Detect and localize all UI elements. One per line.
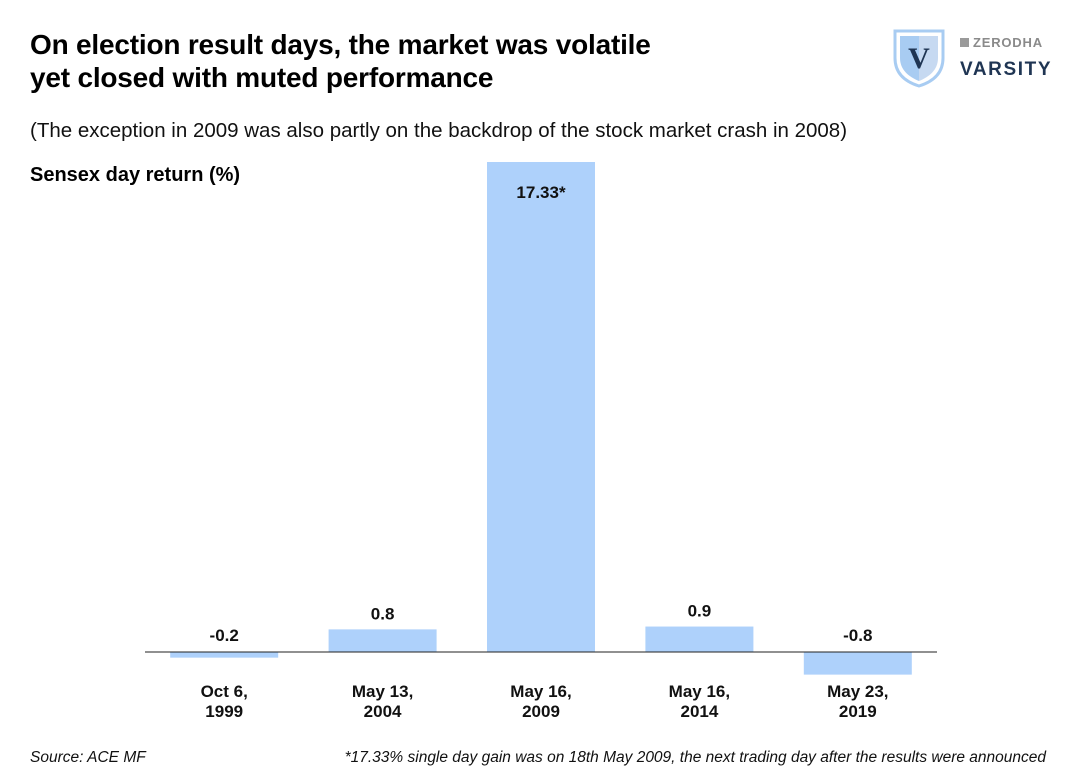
x-tick-label-4-0: May 23,	[827, 682, 888, 701]
bar-1	[328, 629, 437, 652]
x-tick-label-4-1: 2019	[839, 702, 877, 721]
chart-title: On election result days, the market was …	[30, 28, 810, 94]
chart-title-line-1: On election result days, the market was …	[30, 29, 651, 60]
zerodha-text: ZERODHA	[973, 35, 1043, 50]
data-label-1: 0.8	[371, 604, 395, 623]
x-tick-label-1-0: May 13,	[352, 682, 413, 701]
zerodha-mark-icon	[960, 38, 969, 47]
x-tick-label-0-1: 1999	[205, 702, 243, 721]
shield-letter: V	[908, 42, 930, 75]
x-tick-label-3-0: May 16,	[669, 682, 730, 701]
x-tick-label-2-0: May 16,	[510, 682, 571, 701]
zerodha-wordmark: ZERODHA	[960, 36, 1043, 50]
varsity-wordmark: VARSITY	[960, 59, 1053, 80]
footnote: *17.33% single day gain was on 18th May …	[344, 749, 1046, 766]
x-tick-label-3-1: 2014	[680, 702, 718, 721]
x-tick-label-1-1: 2004	[364, 702, 402, 721]
varsity-logo: V ZERODHA VARSITY	[892, 28, 1052, 90]
bar-3	[645, 626, 754, 652]
data-label-2: 17.33*	[516, 183, 566, 202]
x-tick-label-0-0: Oct 6,	[201, 682, 248, 701]
bar-2	[487, 162, 595, 652]
chart-title-line-2: yet closed with muted performance	[30, 62, 494, 93]
y-axis-label: Sensex day return (%)	[30, 164, 241, 186]
x-tick-label-2-1: 2009	[522, 702, 560, 721]
data-label-4: -0.8	[843, 626, 872, 645]
data-label-0: -0.2	[210, 626, 239, 645]
shield-logo-icon: V	[893, 29, 945, 88]
bar-4	[803, 652, 912, 675]
chart-subtitle: (The exception in 2009 was also partly o…	[30, 119, 848, 142]
source-note: Source: ACE MF	[30, 749, 146, 766]
bar-0	[170, 652, 279, 658]
data-label-3: 0.9	[688, 602, 712, 621]
